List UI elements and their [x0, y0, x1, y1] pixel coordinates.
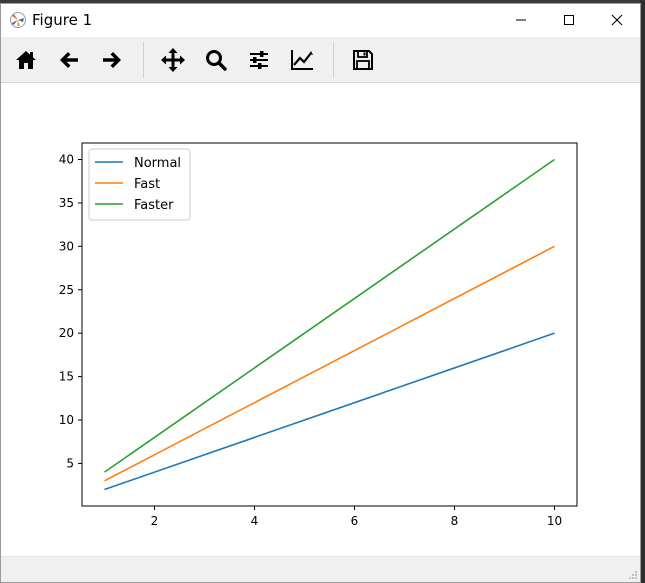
background-window-strip: [0, 0, 645, 4]
navigation-toolbar: [1, 37, 640, 83]
x-tick-label: 8: [451, 514, 459, 528]
y-tick-label: 35: [59, 196, 74, 210]
line-chart[interactable]: 2 4 6 8 10 5 10 15 20 25 30 35 40 Normal Fast Faster: [1, 84, 640, 556]
back-button[interactable]: [52, 44, 86, 76]
figure-window: Figure 1: [0, 3, 641, 583]
home-button[interactable]: [9, 44, 43, 76]
save-button[interactable]: [346, 44, 380, 76]
minimize-button[interactable]: [498, 4, 544, 36]
save-floppy-icon: [353, 50, 373, 70]
y-tick-label: 40: [59, 153, 74, 167]
pan-move-icon: [161, 48, 185, 72]
y-tick-label: 5: [66, 456, 74, 470]
x-axis-ticks: 2 4 6 8 10: [151, 506, 562, 528]
edit-axis-button[interactable]: [285, 44, 319, 76]
toolbar-separator: [333, 42, 334, 78]
forward-arrow-icon: [103, 52, 121, 68]
configure-subplots-button[interactable]: [242, 44, 276, 76]
series-line-fast: [104, 245, 555, 482]
x-tick-label: 4: [251, 514, 259, 528]
forward-button[interactable]: [95, 44, 129, 76]
figure-canvas[interactable]: 2 4 6 8 10 5 10 15 20 25 30 35 40 Normal Fast Faster: [1, 84, 640, 556]
configure-subplots-icon: [250, 51, 268, 69]
toolbar-separator: [143, 42, 144, 78]
close-icon: [611, 14, 623, 26]
x-tick-label: 2: [151, 514, 159, 528]
series-line-normal: [104, 332, 555, 491]
x-tick-label: 6: [351, 514, 359, 528]
edit-axis-icon: [291, 50, 313, 70]
matplotlib-app-icon: [9, 11, 27, 29]
close-button[interactable]: [594, 4, 640, 36]
home-icon: [16, 51, 36, 69]
minimize-icon: [516, 19, 526, 21]
series-line-faster: [104, 158, 555, 473]
x-tick-label: 10: [547, 514, 562, 528]
y-tick-label: 25: [59, 283, 74, 297]
legend-box: [88, 148, 191, 221]
window-title: Figure 1: [32, 11, 93, 29]
background-window-edge: [640, 0, 645, 583]
maximize-icon: [564, 15, 574, 25]
status-bar: [1, 556, 640, 582]
zoom-magnifier-icon: [206, 50, 227, 71]
pan-button[interactable]: [156, 44, 190, 76]
maximize-button[interactable]: [546, 4, 592, 36]
y-tick-label: 10: [59, 413, 74, 427]
legend-label: Normal: [134, 156, 181, 171]
title-bar[interactable]: Figure 1: [1, 4, 640, 36]
back-arrow-icon: [60, 52, 78, 68]
legend-label: Faster: [134, 198, 174, 213]
y-tick-label: 20: [59, 326, 74, 340]
zoom-button[interactable]: [199, 44, 233, 76]
resize-grip-icon[interactable]: [628, 570, 638, 580]
y-tick-label: 30: [59, 239, 74, 253]
series-layer: [104, 158, 555, 491]
y-tick-label: 15: [59, 370, 74, 384]
legend: Normal Fast Faster: [88, 148, 191, 221]
legend-label: Fast: [134, 177, 160, 192]
y-axis-ticks: 5 10 15 20 25 30 35 40: [59, 153, 82, 470]
